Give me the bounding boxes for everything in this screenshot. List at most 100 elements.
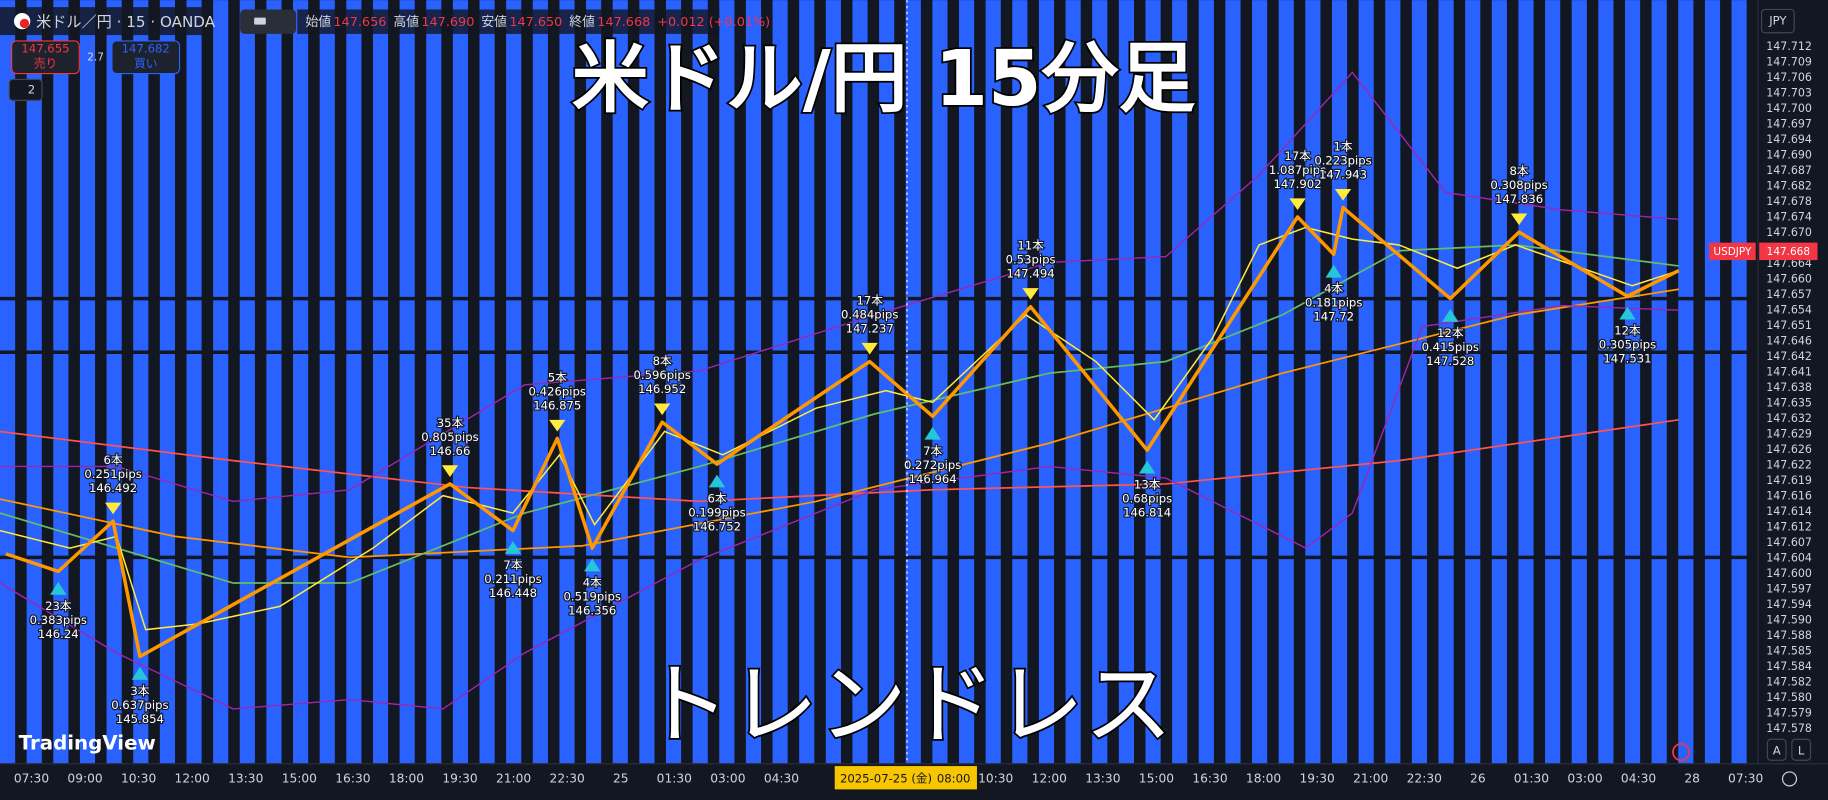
time-label: 18:00 [389, 771, 424, 785]
pivot-price: 147.528 [1426, 354, 1474, 368]
ohlc-bg [297, 9, 720, 34]
alert-icon[interactable] [1672, 743, 1691, 762]
ohlc-value: 147.656 [333, 15, 386, 30]
price-label: 147.660 [1766, 272, 1812, 285]
stripe [426, 0, 442, 764]
pivot-marker-low [1442, 309, 1459, 322]
time-label: 21:00 [496, 771, 531, 785]
time-label: 22:30 [1407, 771, 1442, 785]
spread: 2.7 [87, 51, 104, 63]
stripe [79, 0, 96, 764]
price-label: 147.687 [1766, 164, 1812, 177]
pivot-pips: 0.484pips [841, 307, 898, 321]
stripe [399, 0, 415, 764]
pivot-price: 147.494 [1007, 267, 1055, 281]
ohlc-label: 高値 [393, 14, 419, 30]
pivot-marker-low [50, 581, 67, 595]
change: +0.012 (+0.01%) [657, 15, 770, 30]
stripe [586, 0, 602, 764]
price-label: 147.594 [1766, 598, 1812, 611]
stripe [346, 0, 362, 764]
currency: JPY [1768, 14, 1787, 28]
price-label: 147.607 [1766, 536, 1812, 549]
stripe [1092, 0, 1108, 764]
stripe [1571, 0, 1587, 764]
pivot-marker-low [1619, 306, 1636, 320]
brand: TradingView [19, 731, 156, 754]
pivot-price: 147.836 [1495, 192, 1543, 206]
stripe [1225, 0, 1241, 764]
time-label: 16:30 [335, 771, 370, 785]
time-label: 28 [1684, 771, 1700, 785]
pivot-marker-low [1325, 264, 1342, 278]
price-label: 147.700 [1766, 102, 1812, 115]
stripe [213, 0, 229, 764]
price-label: 147.626 [1766, 443, 1812, 456]
sell-button[interactable] [11, 40, 80, 75]
price-label: 147.585 [1766, 644, 1812, 657]
pivot-bars: 4本 [583, 576, 602, 590]
stripe [266, 0, 282, 764]
time-label: 25 [613, 771, 629, 785]
time-label: 09:00 [67, 771, 102, 785]
stripe [319, 0, 335, 764]
stripe [106, 0, 122, 764]
zigzag-line [5, 205, 1680, 659]
last-price-bg [1759, 242, 1818, 261]
pivot-marker-low [504, 541, 522, 554]
pivot-pips: 0.251pips [84, 467, 141, 481]
indicator-toggle[interactable] [8, 78, 43, 101]
stripe [1518, 0, 1534, 764]
time-label: 01:30 [1514, 771, 1549, 785]
stripe [1438, 0, 1454, 764]
indicator-lines [0, 71, 1680, 710]
stripe [0, 0, 16, 764]
pivot-pips: 0.637pips [111, 698, 168, 712]
stripe [479, 0, 495, 764]
price-label: 147.703 [1766, 86, 1812, 99]
buy-button[interactable] [111, 40, 181, 75]
log-scale-button[interactable] [1791, 738, 1812, 761]
toggle-bg[interactable] [240, 9, 297, 34]
last-price: 147.668 [1767, 246, 1810, 258]
pivot-pips: 0.68pips [1122, 492, 1172, 506]
stripe [1065, 0, 1081, 764]
pivot-bars: 5本 [548, 370, 567, 384]
time-label: 18:00 [1246, 771, 1281, 785]
currency-button[interactable] [1760, 8, 1795, 34]
pivot-price: 147.237 [846, 321, 894, 335]
stripe [852, 0, 868, 764]
settings-icon[interactable] [1781, 771, 1798, 787]
pivot-bars: 17本 [856, 293, 883, 307]
price-label: 147.629 [1766, 427, 1812, 440]
indicator-count: 2 [28, 82, 35, 96]
stripe [1651, 0, 1667, 764]
stripe [905, 0, 921, 764]
price-label: 147.597 [1766, 582, 1812, 595]
stripe [26, 0, 42, 764]
pivot-marker-high [441, 465, 459, 477]
price-label: 147.674 [1766, 210, 1812, 223]
stripe [745, 0, 762, 764]
pivot-bars: 4本 [1324, 282, 1343, 296]
pivot-pips: 0.519pips [564, 590, 621, 604]
stripe [1038, 0, 1055, 764]
pivot-pips: 0.805pips [421, 430, 478, 444]
pivot-bars: 8本 [653, 354, 672, 368]
buy-price: 147.682 [122, 42, 170, 56]
pivot-pips: 0.223pips [1314, 154, 1371, 168]
price-label: 147.604 [1766, 551, 1812, 564]
price-label: 147.697 [1766, 117, 1812, 130]
stripe [1465, 0, 1481, 764]
stripe [133, 0, 149, 764]
pivot-marker-high [861, 342, 878, 355]
stripe [692, 0, 708, 764]
price-label: 147.600 [1766, 567, 1812, 580]
stripe [665, 0, 682, 764]
time-label: 26 [1470, 771, 1486, 785]
symbol[interactable]: 米ドル／円 · 15 · OANDA [36, 13, 216, 31]
pivot-bars: 12本 [1437, 326, 1464, 340]
auto-scale-label: A [1773, 743, 1781, 757]
stripe [452, 0, 469, 764]
auto-scale-button[interactable] [1766, 738, 1787, 761]
